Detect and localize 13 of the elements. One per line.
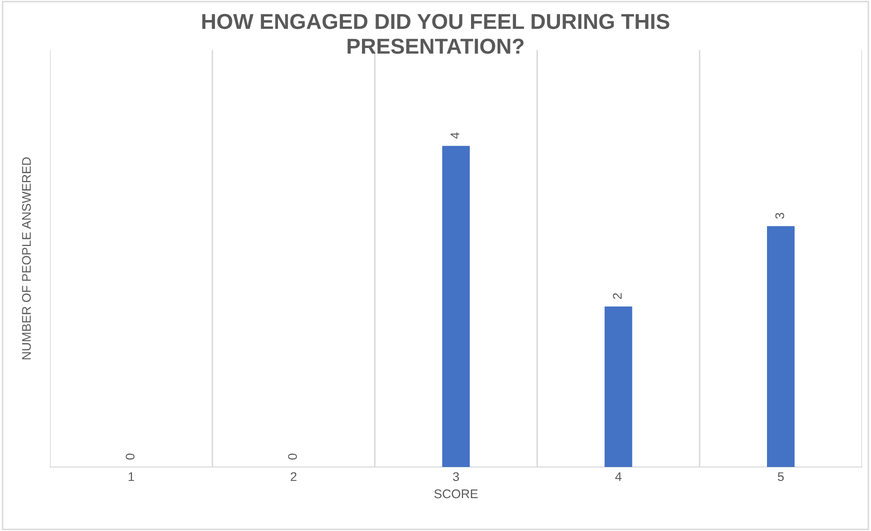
data-label: 0	[126, 454, 135, 460]
data-label: 3	[775, 212, 784, 219]
chart-title: HOW ENGAGED DID YOU FEEL DURING THIS PRESENTATION?	[202, 14, 670, 54]
data-label: 0	[288, 454, 297, 460]
data-label: 2	[612, 293, 622, 299]
x-tick-label: 3	[453, 472, 459, 482]
x-axis-title: SCORE	[434, 489, 478, 498]
data-label: 4	[450, 132, 460, 139]
y-axis-title: NUMBER OF PEOPLE ANSWERED	[22, 157, 31, 360]
x-tick-label: 5	[778, 472, 784, 482]
x-tick-label: 2	[290, 472, 296, 481]
x-tick-label: 1	[128, 472, 134, 481]
x-tick-label: 4	[615, 472, 622, 481]
